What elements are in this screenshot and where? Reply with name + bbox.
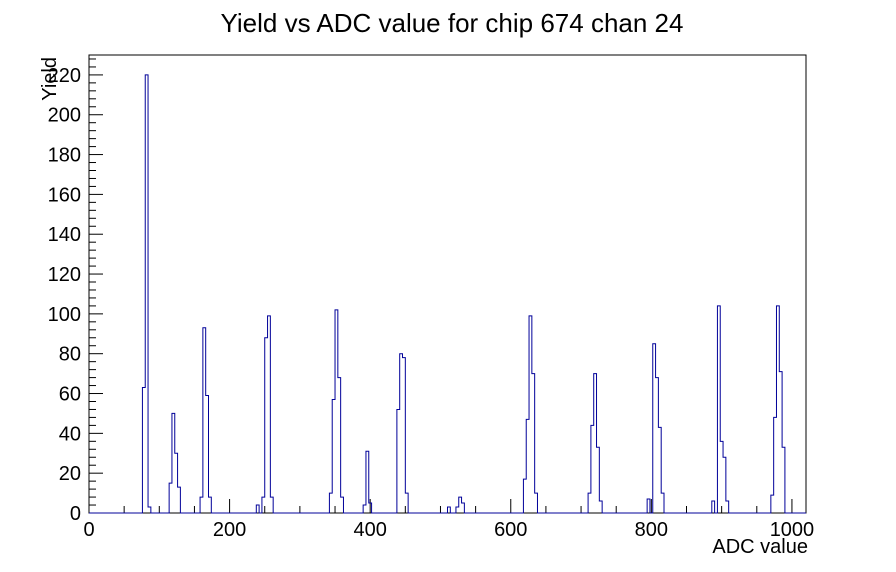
x-tick-label: 200 bbox=[213, 519, 246, 541]
x-axis-tick-labels: 0 200 400 600 800 1000 bbox=[83, 519, 814, 541]
plot-frame bbox=[88, 54, 807, 514]
x-tick-label: 800 bbox=[635, 519, 668, 541]
chart-title: Yield vs ADC value for chip 674 chan 24 bbox=[221, 8, 684, 38]
y-tick-label: 60 bbox=[59, 384, 81, 406]
x-tick-label: 600 bbox=[494, 519, 527, 541]
y-tick-label: 40 bbox=[59, 423, 81, 445]
y-tick-label: 160 bbox=[48, 184, 81, 206]
y-tick-label: 0 bbox=[70, 503, 81, 525]
histogram-line bbox=[89, 74, 806, 514]
y-axis-title: Yield bbox=[39, 57, 61, 101]
y-tick-label: 20 bbox=[59, 463, 81, 485]
y-tick-label: 100 bbox=[48, 304, 81, 326]
y-axis-tick-labels: 0 20 40 60 80 100 120 140 160 180 200 220 bbox=[48, 65, 81, 525]
y-tick-label: 80 bbox=[59, 344, 81, 366]
x-tick-label: 0 bbox=[83, 519, 94, 541]
y-axis-ticks bbox=[89, 58, 103, 514]
x-axis-title: ADC value bbox=[712, 536, 808, 558]
x-tick-label: 400 bbox=[353, 519, 386, 541]
y-tick-label: 220 bbox=[48, 65, 81, 87]
y-tick-label: 180 bbox=[48, 145, 81, 167]
y-tick-label: 120 bbox=[48, 264, 81, 286]
y-tick-label: 140 bbox=[48, 224, 81, 246]
x-tick-label: 1000 bbox=[770, 519, 815, 541]
x-axis-ticks bbox=[88, 499, 793, 513]
y-tick-label: 200 bbox=[48, 105, 81, 127]
